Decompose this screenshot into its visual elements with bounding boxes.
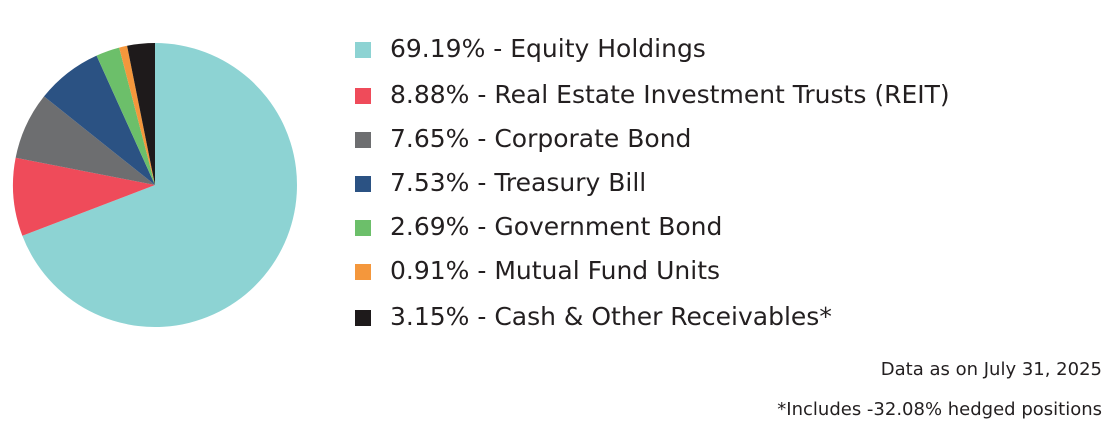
- legend-label: 69.19% - Equity Holdings: [390, 34, 706, 63]
- legend-label: 7.53% - Treasury Bill: [390, 168, 646, 197]
- pie-slice: [44, 55, 156, 185]
- legend-swatch: [355, 220, 371, 236]
- legend-swatch: [355, 42, 371, 58]
- note: Data as on July 31, 2025: [881, 359, 1102, 380]
- pie-slice: [22, 43, 297, 327]
- pie-slice: [12, 157, 155, 236]
- legend-swatch: [355, 88, 371, 104]
- legend-label: 7.65% - Corporate Bond: [390, 124, 691, 153]
- pie-slice: [15, 96, 155, 185]
- legend-label: 3.15% - Cash & Other Receivables*: [390, 302, 832, 331]
- legend-label: 8.88% - Real Estate Investment Trusts (R…: [390, 80, 950, 109]
- pie: [12, 43, 297, 327]
- legend-label: 2.69% - Government Bond: [390, 212, 722, 241]
- note: *Includes -32.08% hedged positions: [777, 399, 1102, 420]
- pie-slice: [119, 45, 155, 185]
- legend-swatch: [355, 132, 371, 148]
- pie-slice: [96, 47, 155, 185]
- pie-slice: [127, 43, 155, 185]
- legend-label: 0.91% - Mutual Fund Units: [390, 256, 720, 285]
- legend-swatch: [355, 176, 371, 192]
- legend-swatch: [355, 264, 371, 280]
- legend: 69.19% - Equity Holdings 8.88% - Real Est…: [355, 34, 950, 331]
- legend-swatch: [355, 310, 371, 326]
